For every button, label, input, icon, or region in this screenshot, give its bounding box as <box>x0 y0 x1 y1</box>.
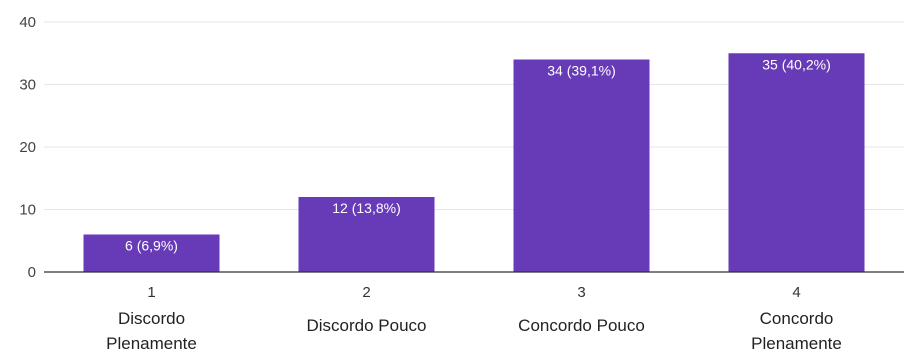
bar-4[interactable] <box>728 53 865 272</box>
category-label: Concordo Pouco <box>518 316 645 335</box>
data-label-1: 6 (6,9%) <box>125 238 178 254</box>
data-label-3: 34 (39,1%) <box>547 63 615 79</box>
y-axis-ticks: 0 10 20 30 40 <box>19 14 36 281</box>
bar-2[interactable] <box>298 197 435 272</box>
data-label-4: 35 (40,2%) <box>762 56 830 72</box>
x-axis-labels: 1 Discordo Plenamente 2 Discordo Pouco 3 Conco… <box>106 284 842 353</box>
y-tick-label: 40 <box>19 14 36 31</box>
x-tick-label: 4 <box>792 284 800 301</box>
x-tick-label: 3 <box>577 284 585 301</box>
bar-3[interactable] <box>513 59 650 273</box>
category-label: Concordo <box>760 309 834 328</box>
y-tick-label: 20 <box>19 139 36 156</box>
y-tick-label: 0 <box>28 264 36 281</box>
category-label: Plenamente <box>751 334 842 353</box>
category-label: Discordo Pouco <box>306 316 426 335</box>
category-label: Discordo <box>118 309 185 328</box>
x-tick-label: 1 <box>147 284 155 301</box>
y-tick-label: 30 <box>19 77 36 94</box>
data-label-2: 12 (13,8%) <box>332 200 400 216</box>
bars: 6 (6,9%) 12 (13,8%) 34 (39,1%) 35 (40,2%) <box>83 53 865 273</box>
category-label: Plenamente <box>106 334 197 353</box>
bar-1[interactable] <box>83 234 220 273</box>
x-tick-label: 2 <box>362 284 370 301</box>
y-tick-label: 10 <box>19 202 36 219</box>
